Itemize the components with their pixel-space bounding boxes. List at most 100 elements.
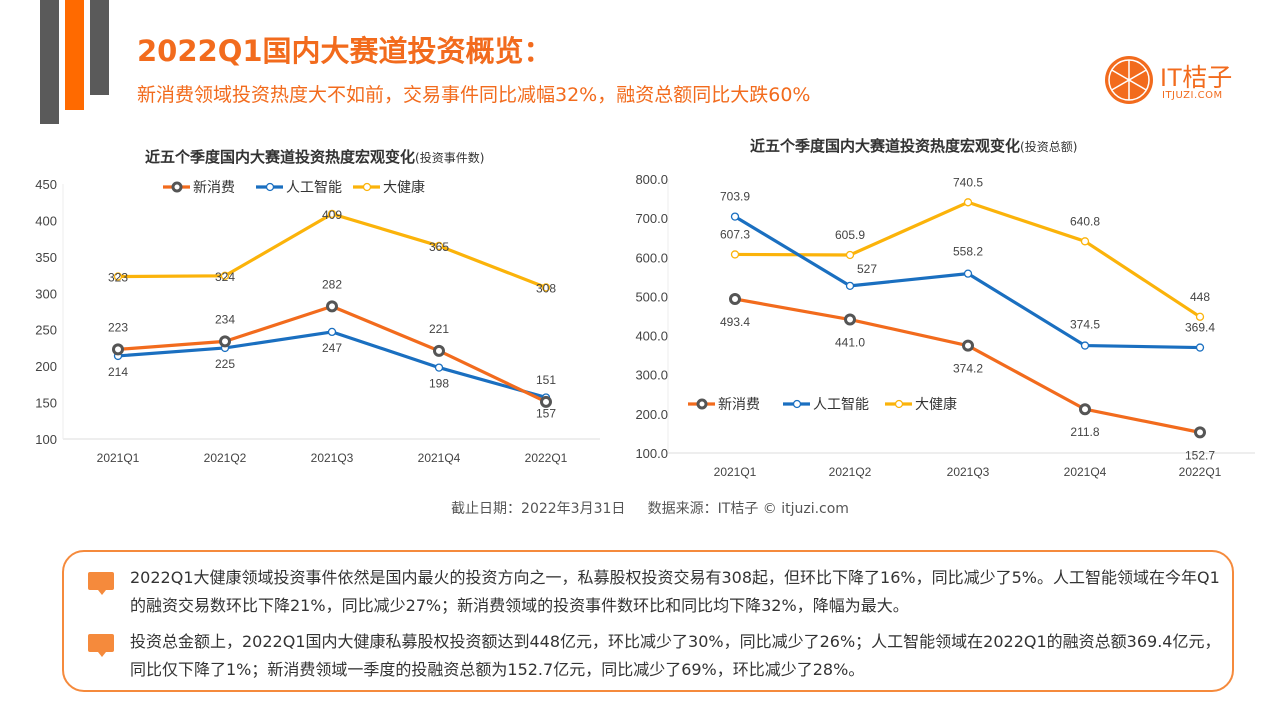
x-tick-label: 2021Q1 — [97, 451, 140, 465]
y-tick-label: 100 — [35, 432, 57, 447]
data-label: 247 — [322, 341, 342, 355]
orange-slice-icon — [1105, 56, 1153, 104]
page-subtitle: 新消费领域投资热度大不如前，交易事件同比减幅32%，融资总额同比大跌60% — [137, 84, 811, 106]
data-point — [219, 335, 231, 348]
legend-label: 新消费 — [193, 179, 235, 195]
logo: IT桔子 ITJUZI.COM — [1104, 52, 1254, 108]
chart2-title: 近五个季度国内大赛道投资热度宏观变化(投资总额) — [750, 135, 1077, 156]
chart1-title-text: 近五个季度国内大赛道投资热度宏观变化 — [145, 148, 416, 166]
speech-bubble-icon — [88, 572, 114, 595]
data-label: 448 — [1190, 290, 1210, 304]
y-tick-label: 200 — [35, 359, 57, 374]
data-label: 527 — [857, 262, 877, 276]
data-label: 221 — [429, 322, 449, 336]
legend-label: 新消费 — [718, 396, 760, 412]
data-label: 282 — [322, 277, 342, 291]
data-label: 640.8 — [1070, 214, 1100, 228]
legend-label: 大健康 — [915, 396, 957, 412]
y-tick-label: 800.0 — [635, 172, 668, 187]
legend-marker — [362, 182, 372, 192]
x-tick-label: 2022Q1 — [1179, 465, 1222, 479]
y-tick-label: 350 — [35, 250, 57, 265]
data-point — [845, 250, 855, 260]
data-label: 234 — [215, 312, 235, 326]
logo-text: IT桔子 — [1160, 64, 1233, 92]
data-point — [1195, 343, 1205, 352]
x-tick-label: 2021Q3 — [311, 451, 354, 465]
data-label: 558.2 — [953, 245, 983, 259]
data-label: 493.4 — [720, 315, 750, 329]
data-label: 374.5 — [1070, 318, 1100, 332]
data-label: 151 — [536, 373, 556, 387]
page-title: 2022Q1国内大赛道投资概览： — [137, 34, 553, 68]
data-point — [1194, 426, 1206, 439]
decor-bar-orange — [65, 0, 84, 110]
x-tick-label: 2021Q4 — [418, 451, 461, 465]
speech-bubble-icon — [88, 634, 114, 657]
data-point — [1079, 403, 1091, 416]
x-tick-label: 2022Q1 — [525, 451, 568, 465]
data-label: 605.9 — [835, 228, 865, 242]
decor-bar-gray-2 — [90, 0, 109, 95]
data-point — [327, 327, 337, 337]
legend-marker — [792, 399, 802, 409]
y-tick-label: 600.0 — [635, 250, 668, 265]
data-point — [540, 395, 552, 408]
y-tick-label: 300.0 — [635, 368, 668, 383]
data-point — [962, 339, 974, 352]
chart2-title-note: (投资总额) — [1020, 140, 1078, 154]
data-point — [845, 281, 855, 291]
data-label: 374.2 — [953, 362, 983, 376]
legend-marker — [696, 398, 708, 410]
data-point — [541, 283, 551, 292]
data-label: 198 — [429, 377, 449, 391]
data-label: 324 — [215, 270, 235, 284]
data-point — [730, 250, 740, 259]
data-label: 607.3 — [720, 227, 750, 241]
legend-label: 人工智能 — [813, 396, 869, 412]
y-tick-label: 400.0 — [635, 329, 668, 344]
decor-bar-gray-1 — [40, 0, 59, 124]
y-tick-label: 250 — [35, 323, 57, 338]
data-point — [1080, 237, 1090, 246]
data-point — [113, 272, 123, 281]
data-label: 441.0 — [835, 336, 865, 350]
data-point — [1080, 341, 1090, 350]
y-tick-label: 100.0 — [635, 446, 668, 461]
legend-label: 大健康 — [383, 179, 425, 195]
chart-event-count: 100 150 200 250 300 350 400 450 2021Q1 2021Q2 2021… — [35, 177, 600, 465]
data-point — [729, 293, 741, 306]
series-line-1 — [734, 215, 1201, 350]
chart2-title-text: 近五个季度国内大赛道投资热度宏观变化 — [750, 137, 1021, 155]
data-label: 225 — [215, 357, 235, 371]
y-tick-label: 500.0 — [635, 289, 668, 304]
data-label: 365 — [429, 240, 449, 254]
data-point — [730, 212, 740, 221]
data-label: 703.9 — [720, 190, 750, 204]
note-2: 投资总金额上，2022Q1国内大健康私募股权投资额达到448亿元，环比减少了30… — [130, 632, 1221, 679]
x-tick-label: 2021Q2 — [829, 465, 872, 479]
data-point — [433, 344, 445, 357]
data-label: 409 — [322, 208, 342, 222]
data-point — [963, 269, 973, 278]
data-label: 323 — [108, 271, 128, 285]
data-point — [112, 343, 124, 356]
data-point — [434, 363, 444, 372]
y-tick-label: 150 — [35, 396, 57, 411]
data-label: 369.4 — [1185, 321, 1215, 335]
source-note: 截止日期：2022年3月31日 数据来源：IT桔子 © itjuzi.com — [451, 501, 849, 517]
x-tick-label: 2021Q1 — [714, 465, 757, 479]
data-label: 211.8 — [1070, 425, 1099, 439]
y-tick-label: 300 — [35, 286, 57, 301]
chart1-title: 近五个季度国内大赛道投资热度宏观变化(投资事件数) — [145, 146, 484, 167]
data-label: 157 — [536, 406, 556, 420]
data-point — [220, 271, 230, 280]
note-1: 2022Q1大健康领域投资事件依然是国内最火的投资方向之一，私募股权投资交易有3… — [130, 568, 1220, 615]
legend-label: 人工智能 — [286, 179, 342, 195]
data-point — [434, 241, 444, 251]
x-tick-label: 2021Q2 — [204, 451, 247, 465]
x-tick-label: 2021Q4 — [1064, 465, 1107, 479]
data-point — [844, 313, 856, 326]
legend-marker — [171, 181, 183, 193]
legend-marker — [265, 182, 275, 192]
